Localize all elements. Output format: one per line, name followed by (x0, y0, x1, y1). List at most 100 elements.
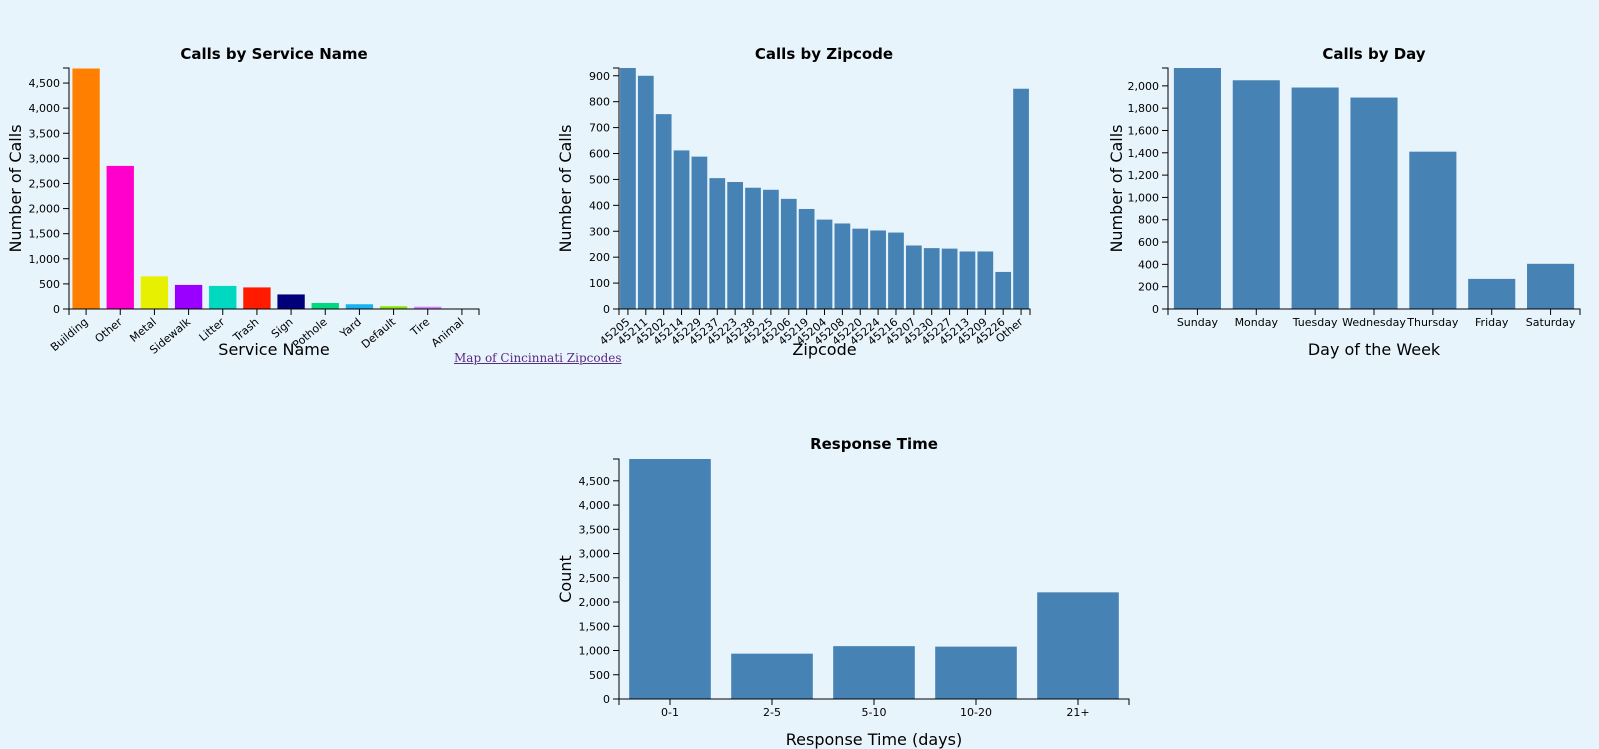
zipcode-bar-45226[interactable] (995, 271, 1012, 309)
zipcode-bar-45214[interactable] (673, 150, 690, 309)
day-y-tick-label: 1,000 (1128, 191, 1160, 204)
day-bar-saturday[interactable] (1527, 263, 1575, 309)
zipcode-bar-45225[interactable] (763, 189, 779, 309)
zipcode-bar-45219[interactable] (798, 208, 815, 309)
service-y-tick-label: 2,500 (29, 177, 61, 190)
day-y-tick-label: 600 (1138, 236, 1159, 249)
service-bar-default[interactable] (379, 306, 408, 309)
zipcode-bar-45208[interactable] (834, 223, 851, 309)
zipcode-y-tick-label: 600 (589, 148, 610, 161)
response-bar-21-[interactable] (1037, 592, 1119, 699)
zipcode-y-tick-label: 100 (589, 277, 610, 290)
service-x-tick-label: Animal (429, 315, 467, 349)
service-bar-other[interactable] (106, 165, 134, 309)
response-x-tick-label: 21+ (1066, 706, 1089, 719)
service-bar-tire[interactable] (414, 306, 442, 309)
zipcode-bar-45238[interactable] (745, 187, 761, 309)
service-bar-litter[interactable] (209, 285, 237, 309)
service-bar-sidewalk[interactable] (174, 284, 203, 309)
zipcode-bar-45213[interactable] (959, 251, 976, 309)
zipcode-bar-45204[interactable] (816, 219, 833, 309)
service-bar-yard[interactable] (345, 304, 374, 309)
response-chart-title: Response Time (810, 435, 938, 453)
day-chart: Calls by Day 0 200 400 600 800 1,000 1,200 1,400… (1107, 45, 1581, 359)
zipcode-chart: Calls by Zipcode 0 100 200 300 400 500 600 700 80… (556, 45, 1031, 359)
day-bar-thursday[interactable] (1409, 151, 1457, 309)
service-bar-sign[interactable] (277, 294, 305, 309)
response-y-tick-label: 3,500 (579, 523, 611, 536)
zipcode-bar-45227[interactable] (941, 248, 958, 309)
day-x-tick-label: Thursday (1406, 316, 1459, 329)
service-bar-metal[interactable] (140, 276, 169, 309)
day-bar-wednesday[interactable] (1350, 97, 1398, 309)
day-x-axis-label: Day of the Week (1308, 340, 1441, 359)
service-y-tick-label: 3,500 (29, 127, 61, 140)
day-bar-tuesday[interactable] (1291, 87, 1339, 310)
zipcode-bar-45224[interactable] (870, 230, 886, 309)
day-y-tick-label: 800 (1138, 214, 1159, 227)
day-y-tick-label: 0 (1152, 303, 1159, 316)
response-y-tick-label: 4,000 (579, 499, 611, 512)
service-bar-trash[interactable] (243, 287, 271, 309)
zipcode-bar-45206[interactable] (780, 198, 797, 309)
zipcode-y-tick-label: 700 (589, 122, 610, 135)
zipcode-bar-45205[interactable] (620, 68, 636, 309)
zipcode-y-axis (613, 67, 620, 310)
zipcode-y-tick-label: 400 (589, 199, 610, 212)
zipcode-bar-45220[interactable] (852, 228, 869, 309)
response-bar-5-10[interactable] (833, 646, 915, 699)
response-bar-0-1[interactable] (629, 459, 711, 699)
service-chart-title: Calls by Service Name (180, 45, 367, 63)
day-y-tick-label: 1,200 (1128, 169, 1160, 182)
service-bar-pothole[interactable] (311, 302, 339, 309)
zipcode-bar-45207[interactable] (905, 245, 922, 309)
response-y-tick-label: 0 (603, 693, 610, 706)
response-y-tick-label: 500 (589, 669, 610, 682)
zipcode-bar-45202[interactable] (655, 114, 672, 309)
zipcode-bar-45209[interactable] (977, 251, 994, 309)
day-bar-sunday[interactable] (1173, 68, 1221, 309)
service-x-tick-label: Other (92, 315, 125, 345)
response-x-tick-label: 10-20 (960, 706, 992, 719)
zipcode-y-tick-label: 200 (589, 251, 610, 264)
service-bar-building[interactable] (72, 68, 100, 310)
zipcode-bar-45211[interactable] (637, 75, 654, 309)
service-x-tick-label: Default (359, 315, 399, 351)
response-y-tick-label: 4,500 (579, 475, 611, 488)
day-x-tick-label: Sunday (1177, 316, 1219, 329)
zipcode-bar-45230[interactable] (923, 248, 940, 309)
response-x-tick-label: 5-10 (862, 706, 887, 719)
day-x-tick-label: Tuesday (1292, 316, 1338, 329)
day-y-tick-label: 400 (1138, 258, 1159, 271)
zipcode-chart-title: Calls by Zipcode (755, 45, 893, 63)
zipcode-bar-45237[interactable] (709, 178, 726, 309)
zipcode-y-tick-label: 0 (603, 303, 610, 316)
day-y-axis (1162, 67, 1169, 310)
zipcode-y-tick-label: 800 (589, 96, 610, 109)
zipcode-bar-45223[interactable] (727, 182, 744, 309)
zipcode-y-tick-label: 900 (589, 70, 610, 83)
day-bar-monday[interactable] (1232, 80, 1280, 309)
service-chart: Calls by Service Name 0 500 1,000 1,500 2,000… (6, 45, 480, 359)
service-y-tick-label: 500 (39, 278, 60, 291)
day-y-axis-label: Number of Calls (1107, 124, 1126, 252)
day-bar-friday[interactable] (1468, 278, 1516, 309)
map-of-cincinnati-zipcodes-link[interactable]: Map of Cincinnati Zipcodes (454, 351, 622, 365)
service-x-axis-label: Service Name (218, 340, 329, 359)
day-x-tick-label: Monday (1235, 316, 1279, 329)
day-y-tick-label: 1,400 (1128, 147, 1160, 160)
zipcode-bar-45229[interactable] (691, 156, 708, 309)
zipcode-bar-45216[interactable] (888, 232, 904, 309)
response-bar-10-20[interactable] (935, 646, 1017, 699)
response-bar-2-5[interactable] (731, 653, 813, 699)
zipcode-y-tick-label: 300 (589, 225, 610, 238)
service-x-tick-label: Building (48, 315, 91, 354)
response-y-axis-label: Count (556, 555, 575, 603)
service-y-tick-label: 2,000 (29, 203, 61, 216)
zipcode-bar-other[interactable] (1013, 88, 1029, 309)
service-y-axis (63, 67, 70, 310)
response-y-tick-label: 2,500 (579, 572, 611, 585)
day-y-tick-label: 200 (1138, 281, 1159, 294)
day-y-tick-label: 2,000 (1128, 80, 1160, 93)
